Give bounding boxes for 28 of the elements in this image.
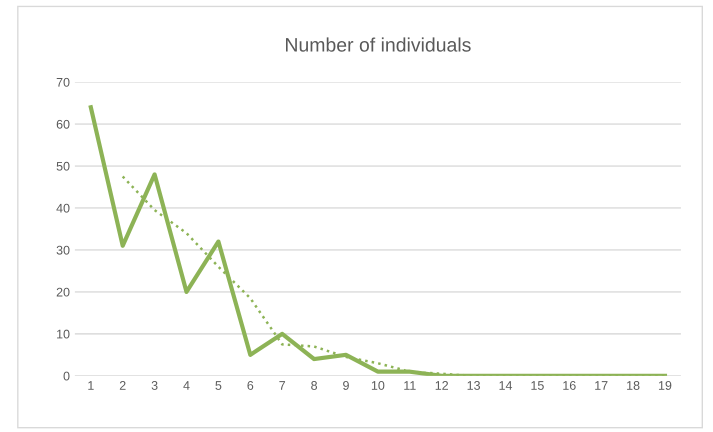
chart-title: Number of individuals (286, 37, 471, 52)
x-tick-label: 14 (499, 381, 512, 390)
x-tick-label: 13 (468, 381, 480, 390)
y-tick-label: 20 (56, 288, 70, 297)
y-tick-label: 40 (56, 204, 70, 213)
x-tick-label: 3 (152, 381, 158, 390)
x-tick-label: 10 (372, 381, 384, 390)
x-tick-label: 11 (404, 381, 416, 390)
x-tick-label: 5 (215, 381, 222, 390)
x-tick-label: 4 (183, 381, 190, 390)
x-tick-label: 8 (311, 381, 318, 390)
x-tick-label: 19 (658, 381, 672, 390)
y-tick-label: 10 (57, 330, 70, 339)
y-tick-label: 0 (64, 372, 70, 380)
y-tick-label: 30 (56, 246, 70, 255)
x-tick-label: 15 (531, 381, 544, 390)
y-tick-label: 50 (56, 162, 70, 171)
x-tick-label: 2 (120, 381, 126, 390)
x-tick-label: 16 (563, 381, 576, 390)
x-tick-label: 6 (247, 381, 254, 390)
x-tick-label: 18 (627, 381, 640, 390)
x-tick-label: 9 (343, 381, 349, 390)
x-tick-label: 17 (595, 381, 608, 390)
x-tick-label: 12 (436, 381, 448, 390)
y-tick-label: 70 (56, 78, 70, 87)
x-tick-label: 7 (279, 381, 286, 390)
x-tick-label: 1 (88, 381, 94, 390)
y-tick-label: 60 (56, 120, 70, 129)
